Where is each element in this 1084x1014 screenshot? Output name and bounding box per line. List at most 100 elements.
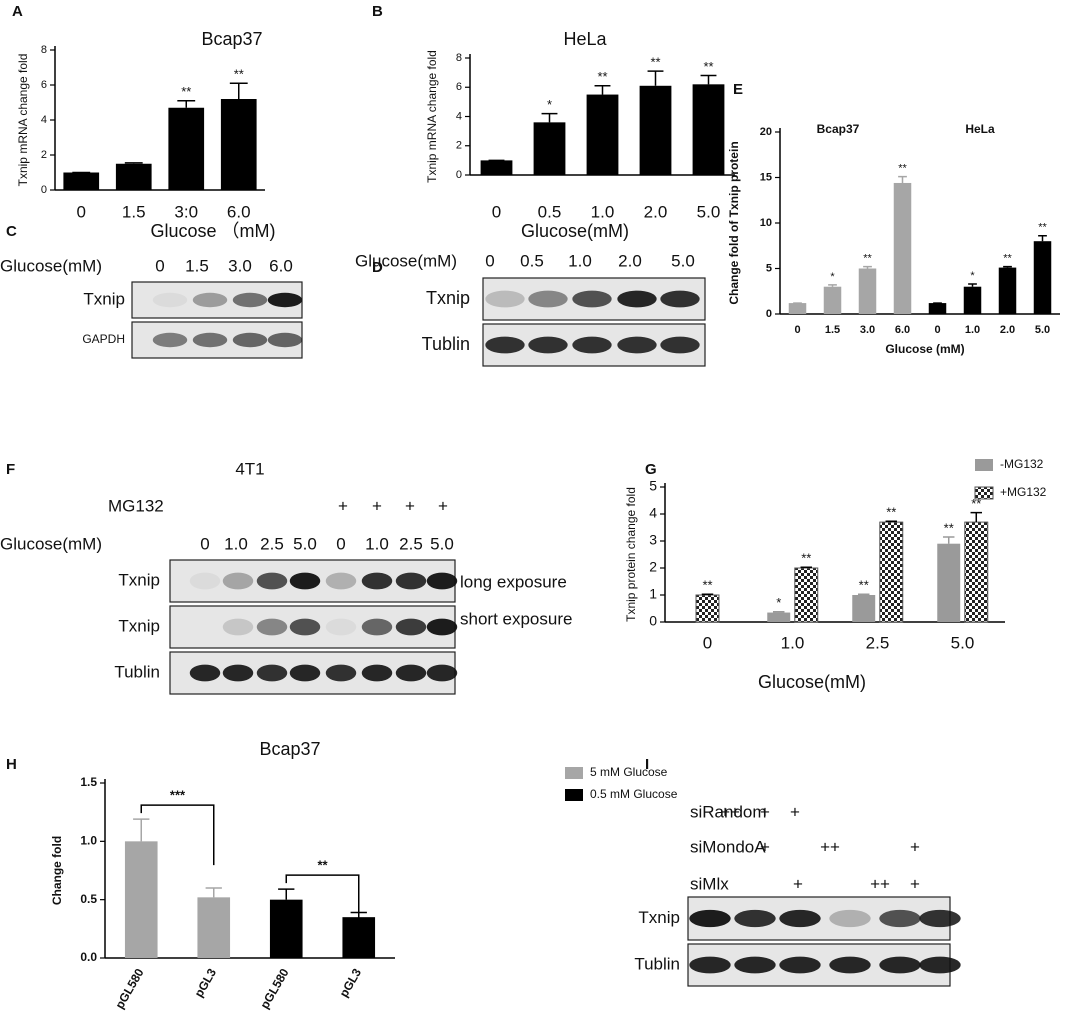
x-tick-label: 5.0 (697, 202, 721, 221)
significance-label: ** (801, 551, 811, 566)
row-label: Tublin (422, 334, 470, 354)
x-tick-label: 2.5 (866, 633, 890, 652)
band (289, 572, 321, 590)
bar (115, 163, 152, 190)
x-tick-label: 0 (703, 633, 712, 652)
treatment-label: siMlx (690, 874, 729, 893)
treatment-mark: ++ (870, 874, 890, 893)
x-tick-label: 2.0 (1000, 324, 1015, 336)
blot-title: 4T1 (235, 459, 264, 478)
y-tick-label: 15 (760, 171, 772, 183)
band (189, 664, 221, 682)
x-tick-label: pGL580 (257, 966, 291, 1011)
treatment-mark: + (405, 496, 415, 515)
row-label: Tublin (634, 954, 680, 973)
bar (963, 286, 982, 314)
error-bar (885, 520, 898, 523)
band (395, 572, 427, 590)
band (660, 336, 700, 354)
lane-label: 1.5 (185, 256, 209, 275)
legend-swatch (975, 459, 993, 471)
bar (937, 543, 961, 622)
bar (197, 897, 231, 958)
legend-label: -MG132 (1000, 457, 1044, 471)
error-bar (124, 162, 143, 164)
treatment-mark: + (438, 496, 448, 515)
panel-letter: E (733, 81, 743, 98)
y-tick-label: 2 (41, 149, 47, 161)
significance-label: * (830, 271, 835, 283)
x-axis-label: Glucose (mM) (885, 342, 964, 356)
band (879, 909, 921, 928)
band (361, 664, 393, 682)
band (189, 572, 221, 590)
x-tick-label: 5.0 (1035, 324, 1050, 336)
band (660, 290, 700, 308)
significance-label: ** (944, 520, 954, 535)
band (222, 572, 254, 590)
row-label: Txnip (83, 289, 125, 308)
significance-label: ** (234, 67, 244, 82)
band (267, 292, 303, 308)
x-tick-label: 6.0 (895, 324, 910, 336)
blot-header: Glucose(mM) (0, 534, 102, 553)
y-tick-label: 20 (760, 126, 772, 138)
x-tick-label: 1.0 (965, 324, 980, 336)
band (222, 618, 254, 636)
y-tick-label: 4 (649, 505, 657, 521)
lane-label: 3.0 (228, 256, 252, 275)
band (879, 956, 921, 974)
error-bar (772, 610, 785, 613)
lane-label: 6.0 (269, 256, 293, 275)
band (734, 909, 776, 928)
significance-label: ** (1003, 253, 1012, 265)
bar (998, 267, 1017, 314)
y-tick-label: 0.0 (80, 950, 97, 964)
panel-letter: H (6, 756, 17, 773)
error-bar (863, 265, 872, 269)
error-bar (594, 85, 611, 95)
significance-label: * (547, 97, 552, 112)
bar (788, 303, 807, 314)
significance-label: ** (703, 59, 713, 74)
band (485, 290, 525, 308)
bar (928, 303, 947, 314)
bar (692, 84, 725, 175)
y-tick-label: 0 (766, 308, 772, 320)
chart-title: HeLa (563, 29, 607, 49)
treatment-mark: + (760, 837, 770, 856)
band (734, 956, 776, 974)
lane-label: 1.0 (365, 534, 389, 553)
x-tick-label: 3:0 (174, 202, 198, 221)
bar (586, 94, 619, 175)
lane-label: 5.0 (671, 251, 695, 270)
legend-swatch (565, 767, 583, 779)
band (572, 290, 612, 308)
y-tick-label: 1.5 (80, 775, 97, 789)
x-tick-label: 0 (492, 202, 501, 221)
significance-label: ** (650, 55, 660, 70)
treatment-mark: + (338, 496, 348, 515)
band (395, 664, 427, 682)
y-tick-label: 6 (456, 81, 462, 93)
significance-label: ** (863, 253, 872, 265)
band (232, 332, 268, 348)
band (256, 618, 288, 636)
row-label: Txnip (426, 288, 470, 308)
x-axis-label: Glucose(mM) (758, 672, 866, 692)
band (617, 336, 657, 354)
band (426, 618, 458, 636)
treatment-label: MG132 (108, 496, 164, 515)
row-label: Txnip (118, 616, 160, 635)
x-tick-label: 0 (77, 202, 86, 221)
row-label: Txnip (638, 908, 680, 927)
bar (823, 286, 842, 314)
x-tick-label: 1.5 (825, 324, 840, 336)
bar (124, 841, 158, 958)
y-tick-label: 2 (456, 140, 462, 152)
band (689, 909, 731, 928)
y-tick-label: 4 (456, 110, 462, 122)
y-tick-label: 2 (649, 559, 657, 575)
error-bar (177, 100, 196, 108)
band (426, 664, 458, 682)
